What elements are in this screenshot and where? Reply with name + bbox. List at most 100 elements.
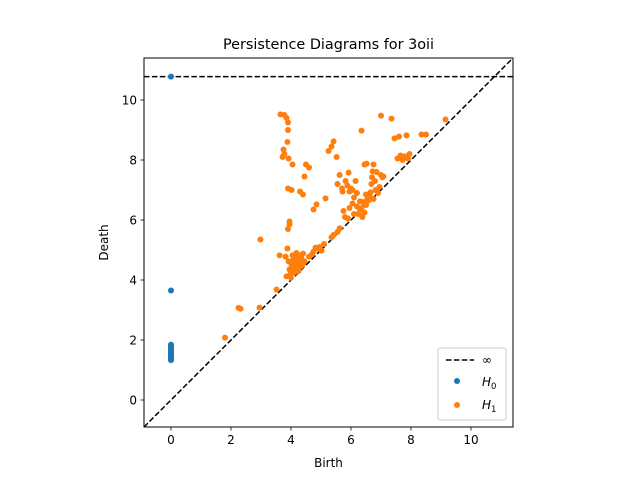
point-h0 (168, 341, 174, 348)
legend-h1-label: H1 (482, 398, 496, 415)
y-tick-label: 6 (129, 213, 137, 227)
point-h1 (373, 169, 380, 175)
ticks-layer: 0 2 4 6 8 10 0 2 4 6 8 10 (122, 93, 479, 447)
legend-h1-marker (454, 402, 460, 408)
point-h1 (295, 268, 302, 274)
point-h1 (380, 173, 387, 180)
point-h1 (406, 151, 413, 157)
y-tick-label: 0 (129, 393, 137, 407)
point-h1 (361, 200, 368, 207)
legend-h0-sub: 0 (491, 382, 496, 392)
point-h1 (349, 200, 356, 207)
legend: ∞ H0 H1 (437, 347, 507, 421)
point-h1 (376, 184, 383, 190)
point-h1 (354, 190, 360, 196)
point-h1 (283, 273, 290, 280)
point-h1 (257, 236, 264, 243)
point-h1 (367, 189, 374, 196)
legend-h1-base: H (482, 398, 491, 412)
point-h1 (396, 133, 402, 140)
point-h1 (292, 255, 299, 262)
y-tick-label: 2 (129, 333, 137, 347)
point-h1 (222, 334, 228, 341)
point-h1 (397, 152, 404, 159)
point-h1 (334, 181, 341, 187)
y-tick-label: 8 (129, 153, 137, 167)
point-h1 (282, 253, 289, 260)
point-h1 (330, 138, 337, 145)
point-h1 (276, 252, 283, 259)
point-h1 (322, 195, 329, 202)
point-h1 (358, 127, 365, 134)
x-axis-label: Birth (314, 456, 343, 470)
point-h1 (340, 208, 347, 214)
point-h1 (328, 143, 335, 150)
point-h1 (325, 148, 332, 154)
x-tick-label: 0 (167, 433, 175, 447)
point-h1 (300, 191, 306, 198)
diagonal-line (144, 58, 513, 427)
legend-h0-label: H0 (482, 375, 496, 392)
point-h1 (279, 154, 286, 160)
point-h1 (346, 205, 353, 211)
point-h1 (352, 178, 359, 184)
legend-h0-base: H (482, 375, 491, 389)
point-h1 (333, 154, 340, 160)
point-h1 (370, 161, 377, 168)
x-tick-label: 2 (227, 433, 235, 447)
point-h1 (342, 214, 348, 220)
point-h1 (306, 164, 312, 171)
point-h1 (256, 304, 263, 311)
point-h1 (301, 173, 308, 180)
point-h1 (388, 115, 395, 122)
point-h1 (285, 127, 291, 133)
plot-area (144, 58, 513, 427)
x-tick-label: 4 (287, 433, 295, 447)
point-h1 (363, 191, 369, 198)
point-h1 (284, 139, 291, 145)
point-h0 (168, 287, 174, 294)
point-h1 (310, 206, 317, 213)
legend-h0-marker (454, 378, 460, 384)
y-tick-label: 10 (122, 93, 137, 107)
point-h1 (237, 305, 244, 312)
point-h1 (285, 155, 292, 162)
y-axis-label: Death (97, 224, 111, 260)
point-h1 (363, 160, 370, 167)
point-h1 (359, 214, 366, 220)
point-h1 (280, 146, 287, 153)
point-h1 (342, 178, 349, 184)
point-h1 (286, 266, 293, 273)
x-tick-label: 6 (347, 433, 355, 447)
point-h1 (288, 274, 294, 281)
point-h1 (345, 169, 352, 176)
point-h1 (318, 247, 325, 254)
point-h1 (351, 211, 357, 217)
point-h1 (273, 286, 280, 293)
point-h1 (423, 131, 429, 138)
point-h1 (321, 241, 327, 247)
point-h1 (391, 135, 398, 142)
axes-frame (143, 57, 514, 428)
point-h1 (442, 116, 449, 123)
point-h1 (300, 250, 306, 257)
point-h1 (361, 209, 368, 216)
point-h1 (285, 226, 291, 232)
point-h1 (378, 112, 384, 119)
point-h1 (285, 119, 291, 126)
point-h1 (301, 258, 308, 265)
points-layer (168, 73, 449, 364)
point-h1 (288, 187, 295, 193)
point-h0 (168, 73, 174, 80)
point-h1 (351, 194, 357, 201)
point-h1 (375, 190, 381, 196)
legend-h1-sub: 1 (491, 405, 496, 415)
point-h1 (372, 178, 378, 184)
point-h1 (284, 245, 291, 252)
chart-title: Persistence Diagrams for 3oii (223, 37, 434, 53)
legend-frame (437, 347, 507, 421)
point-h1 (313, 201, 320, 208)
x-tick-label: 10 (463, 433, 478, 447)
point-h1 (336, 172, 343, 178)
